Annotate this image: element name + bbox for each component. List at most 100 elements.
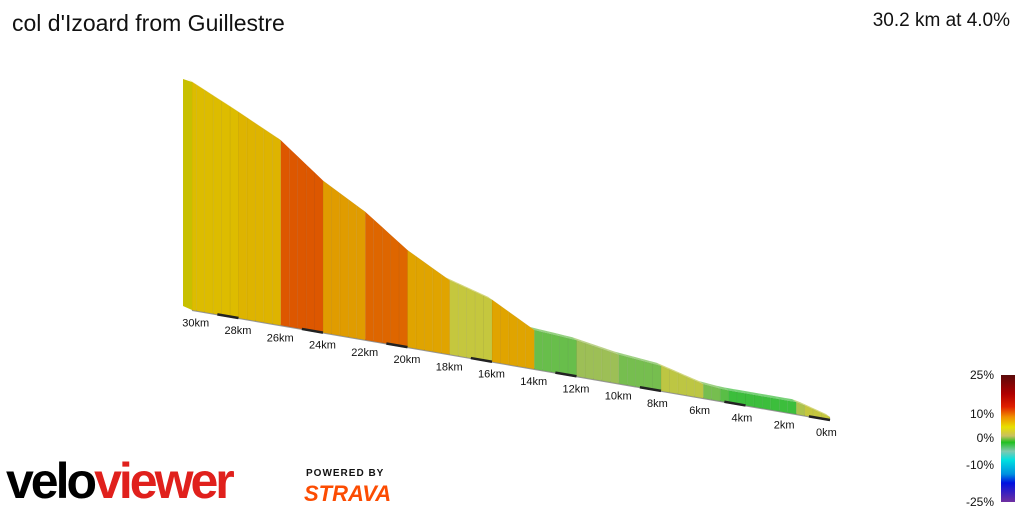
x-tick-label: 14km [520,376,547,388]
profile-segment [441,273,450,355]
profile-segment [559,335,569,376]
profile-segment [567,337,577,377]
profile-segment [779,398,788,414]
km-marker [470,356,493,363]
km-marker [724,400,746,407]
profile-segment [322,180,332,335]
profile-segment [601,348,611,383]
legend-label: -10% [965,458,994,472]
profile-segment [491,299,501,364]
profile-top-face [411,253,425,263]
profile-top-face [547,331,560,337]
profile-segment [373,218,383,344]
profile-segment [669,369,679,395]
profile-top-face [800,402,814,410]
profile-segment [677,372,687,396]
profile-end-face [183,79,192,310]
x-tick-label: 24km [309,340,336,352]
profile-top-face [614,351,628,357]
profile-top-face [817,410,830,417]
profile-segment [576,339,586,379]
profile-top-face [335,190,349,200]
segment-summary: 30.2 km at 4.0% [872,10,1010,31]
profile-segment [288,147,298,329]
profile-top-face [631,356,645,362]
profile-segment [787,400,797,415]
profile-segment [229,106,239,319]
profile-segment [390,234,400,346]
profile-top-face [192,81,205,91]
profile-segment [593,345,603,381]
profile-segment [407,249,417,349]
profile-top-face [471,289,484,296]
legend-label: -25% [965,495,994,509]
profile-top-face [251,120,264,129]
x-tick-label: 8km [647,398,668,410]
x-tick-label: 18km [436,361,463,373]
profile-segment [263,128,273,325]
profile-top-face [690,377,704,385]
legend-label: 25% [969,368,994,382]
profile-segment [533,329,543,371]
logo-text: viewer [94,453,235,509]
km-marker [386,342,408,349]
profile-segment [272,134,281,326]
x-tick-label: 20km [393,354,420,366]
veloviewer-logo[interactable]: veloviewer [6,452,235,510]
profile-segment [500,305,510,365]
profile-segment [212,95,222,316]
profile-segment [238,111,248,320]
profile-top-face [538,329,552,335]
profile-top-face [572,337,585,344]
profile-top-face [758,393,771,398]
profile-top-face [707,383,721,389]
profile-top-face [656,362,670,370]
profile-segment [508,311,518,367]
profile-segment [770,397,780,412]
x-tick-label: 16km [478,369,505,381]
profile-top-face [792,399,805,406]
profile-top-face [234,109,247,118]
profile-segment [424,261,434,352]
profile-segment [364,211,374,342]
profile-top-face [496,302,509,312]
km-marker [639,385,662,393]
profile-top-face [420,259,433,269]
profile-segment [525,323,535,370]
legend-label: 0% [976,431,994,445]
profile-top-face [188,79,197,85]
profile-segment [711,386,721,402]
km-marker [555,371,577,378]
profile-top-face [462,285,476,293]
profile-top-face [733,388,746,394]
profile-segment [191,81,197,312]
profile-segment [221,100,231,317]
profile-segment [339,192,349,338]
profile-segment [745,393,755,408]
logo-text: velo [6,453,97,509]
profile-top-face [504,308,518,318]
profile-segment [550,333,560,374]
profile-top-face [352,202,366,212]
powered-by-label: POWERED BY [306,468,385,479]
profile-top-face [682,373,695,381]
profile-segment [643,361,653,390]
profile-top-face [555,333,569,339]
strava-logo[interactable]: STRAVA [304,481,392,506]
profile-segment [348,198,358,339]
legend-label: 10% [969,407,994,421]
profile-top-face [530,327,543,333]
profile-top-face [217,98,231,107]
profile-top-face [648,360,661,366]
x-tick-label: 26km [267,332,294,344]
profile-segment [398,241,408,348]
profile-segment [415,255,425,351]
profile-segment [255,122,265,323]
x-tick-label: 12km [562,383,589,395]
profile-top-face [597,345,611,352]
profile-top-face [209,92,222,102]
profile-top-face [428,265,442,275]
profile-top-face [242,114,256,124]
x-tick-label: 10km [605,391,632,403]
